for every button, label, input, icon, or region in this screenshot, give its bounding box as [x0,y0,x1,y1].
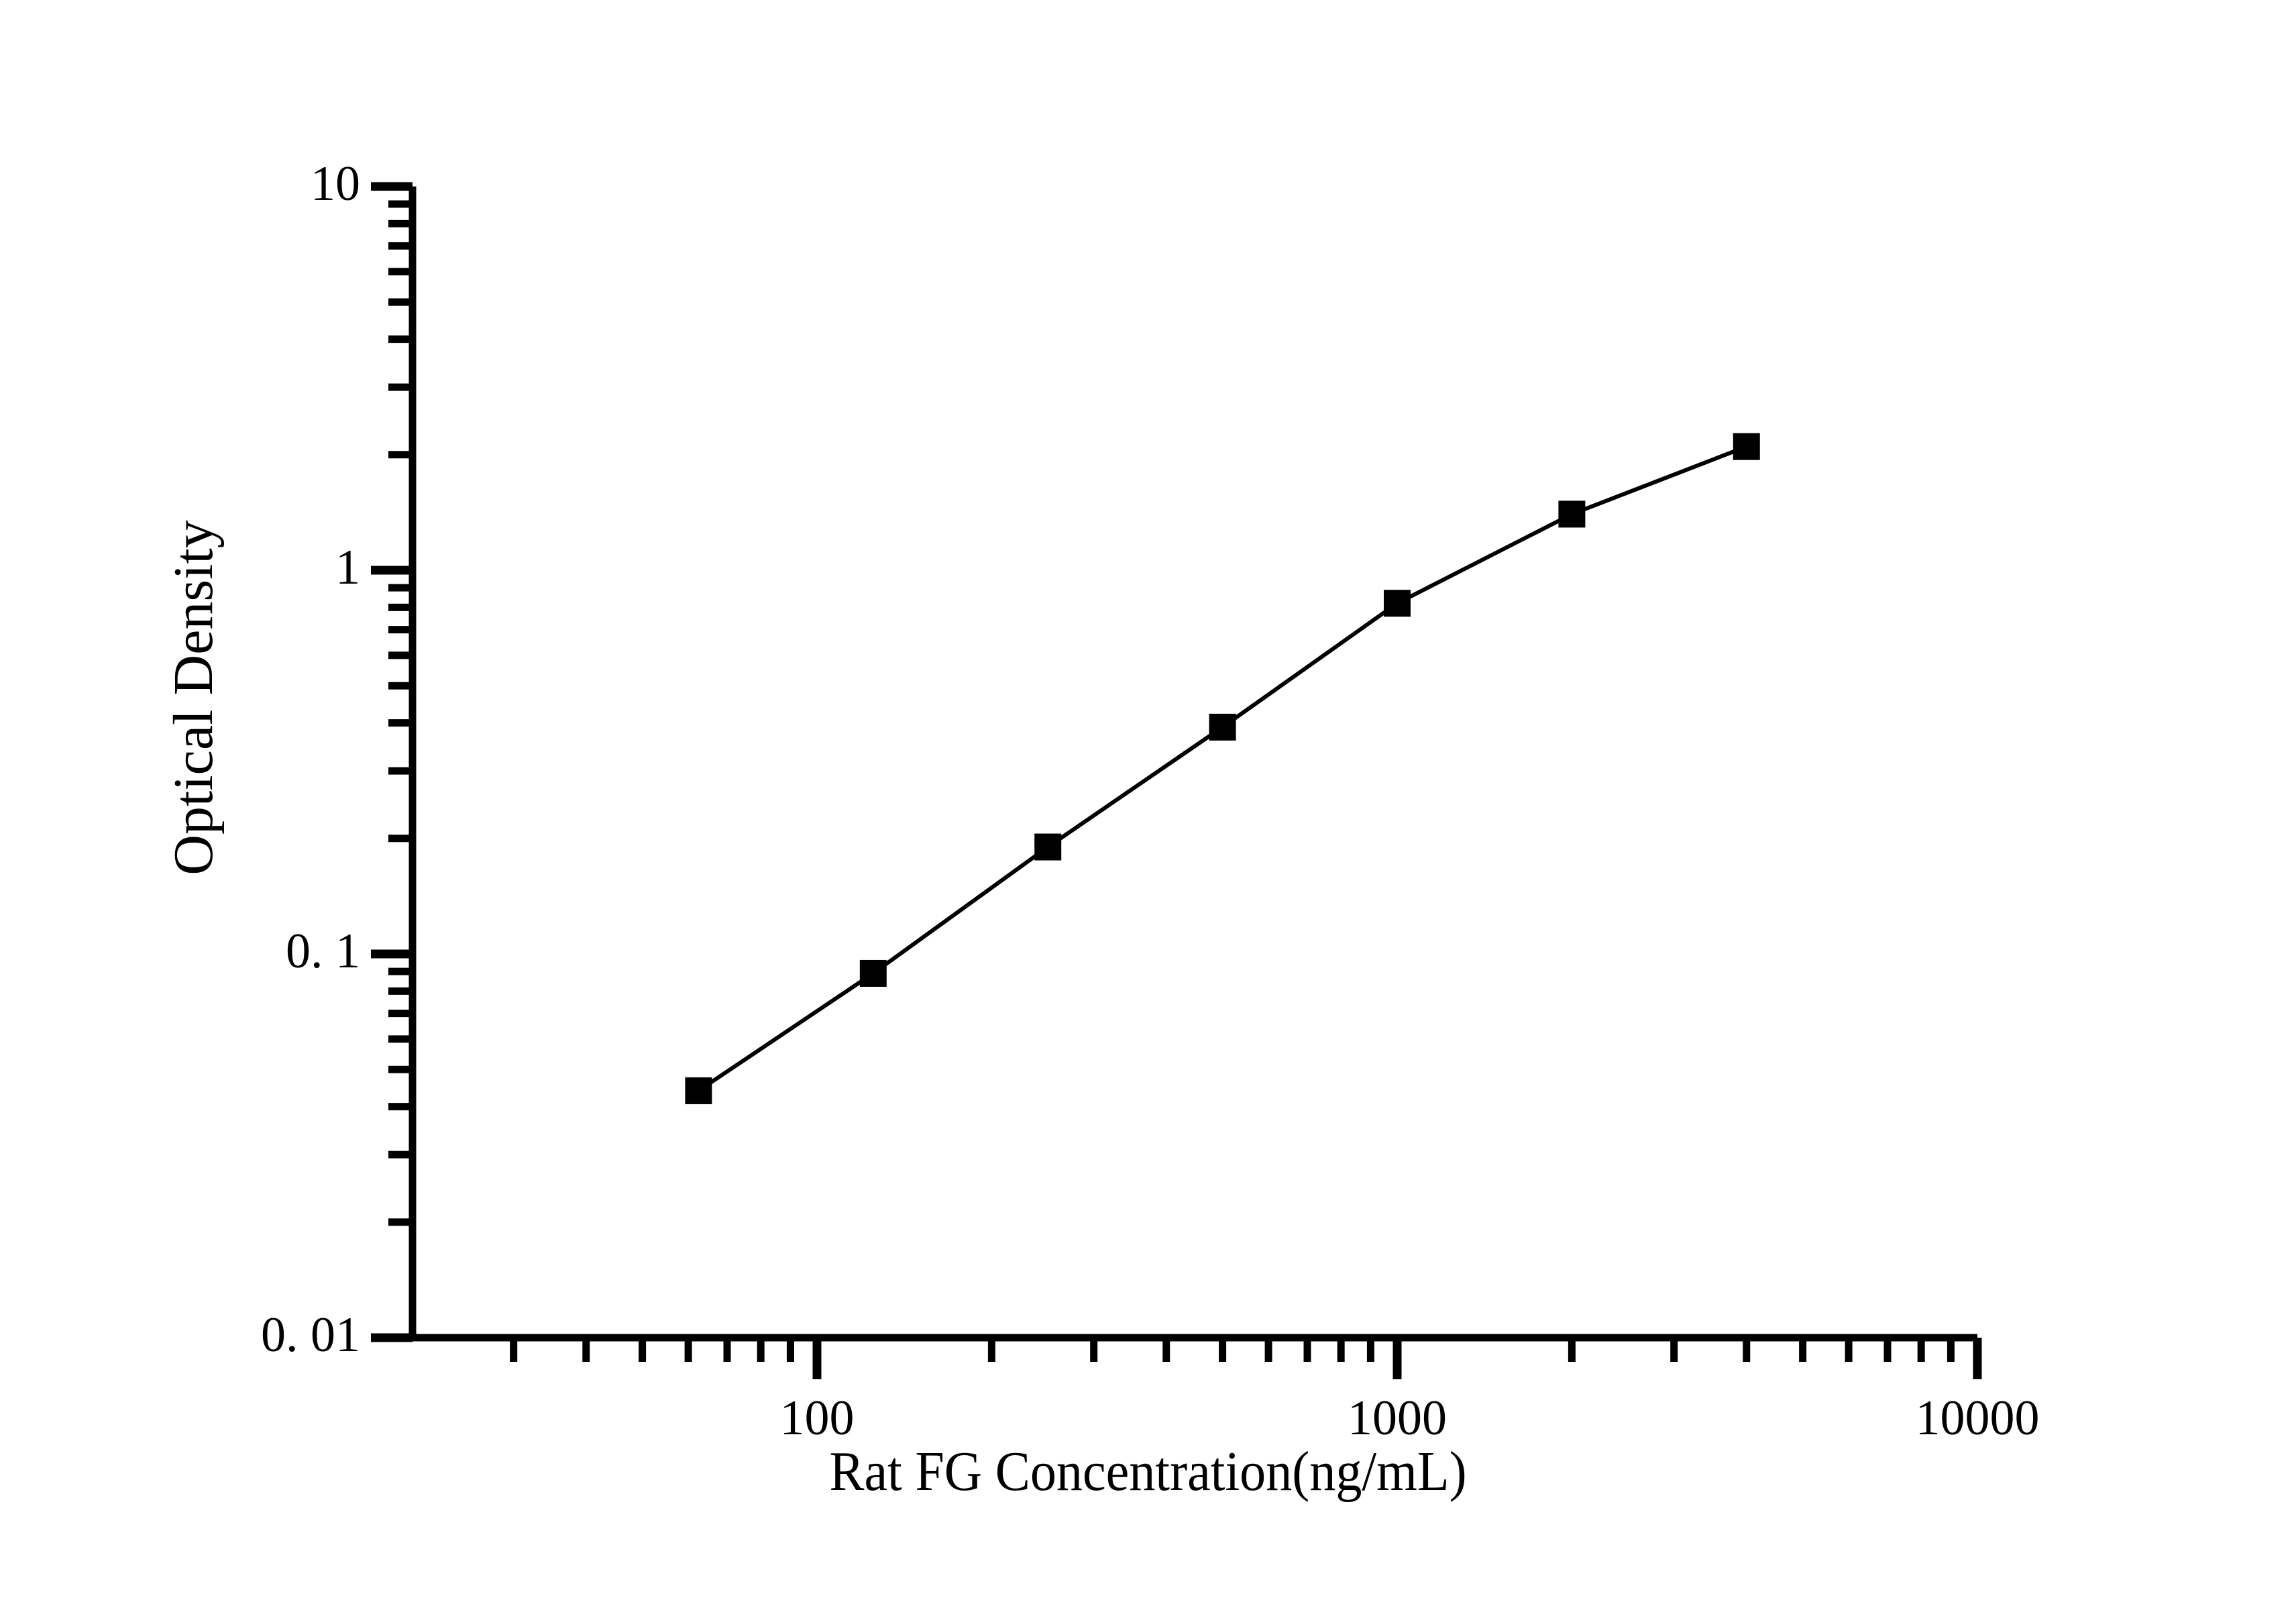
x-tick-label: 1000 [1348,1391,1447,1446]
data-point-marker [1558,500,1586,528]
data-point-marker [1209,713,1236,741]
axis-ticks [371,182,1982,1379]
axis-lines [408,186,1977,1342]
x-tick-label: 100 [779,1391,855,1446]
data-series [685,433,1760,1104]
y-tick-label: 0. 1 [286,924,360,979]
x-axis-title: Rat FG Concentration(ng/mL) [829,1440,1467,1503]
y-axis-title: Optical Density [162,520,225,875]
y-tick-label: 0. 01 [261,1307,360,1362]
data-point-marker [1733,433,1760,460]
data-point-marker [859,959,887,987]
x-tick-label: 10000 [1915,1391,2040,1446]
data-point-marker [685,1077,712,1104]
y-tick-label: 1 [335,540,360,595]
data-point-marker [1034,833,1062,861]
y-tick-label: 10 [311,156,360,211]
data-point-marker [1384,590,1411,617]
